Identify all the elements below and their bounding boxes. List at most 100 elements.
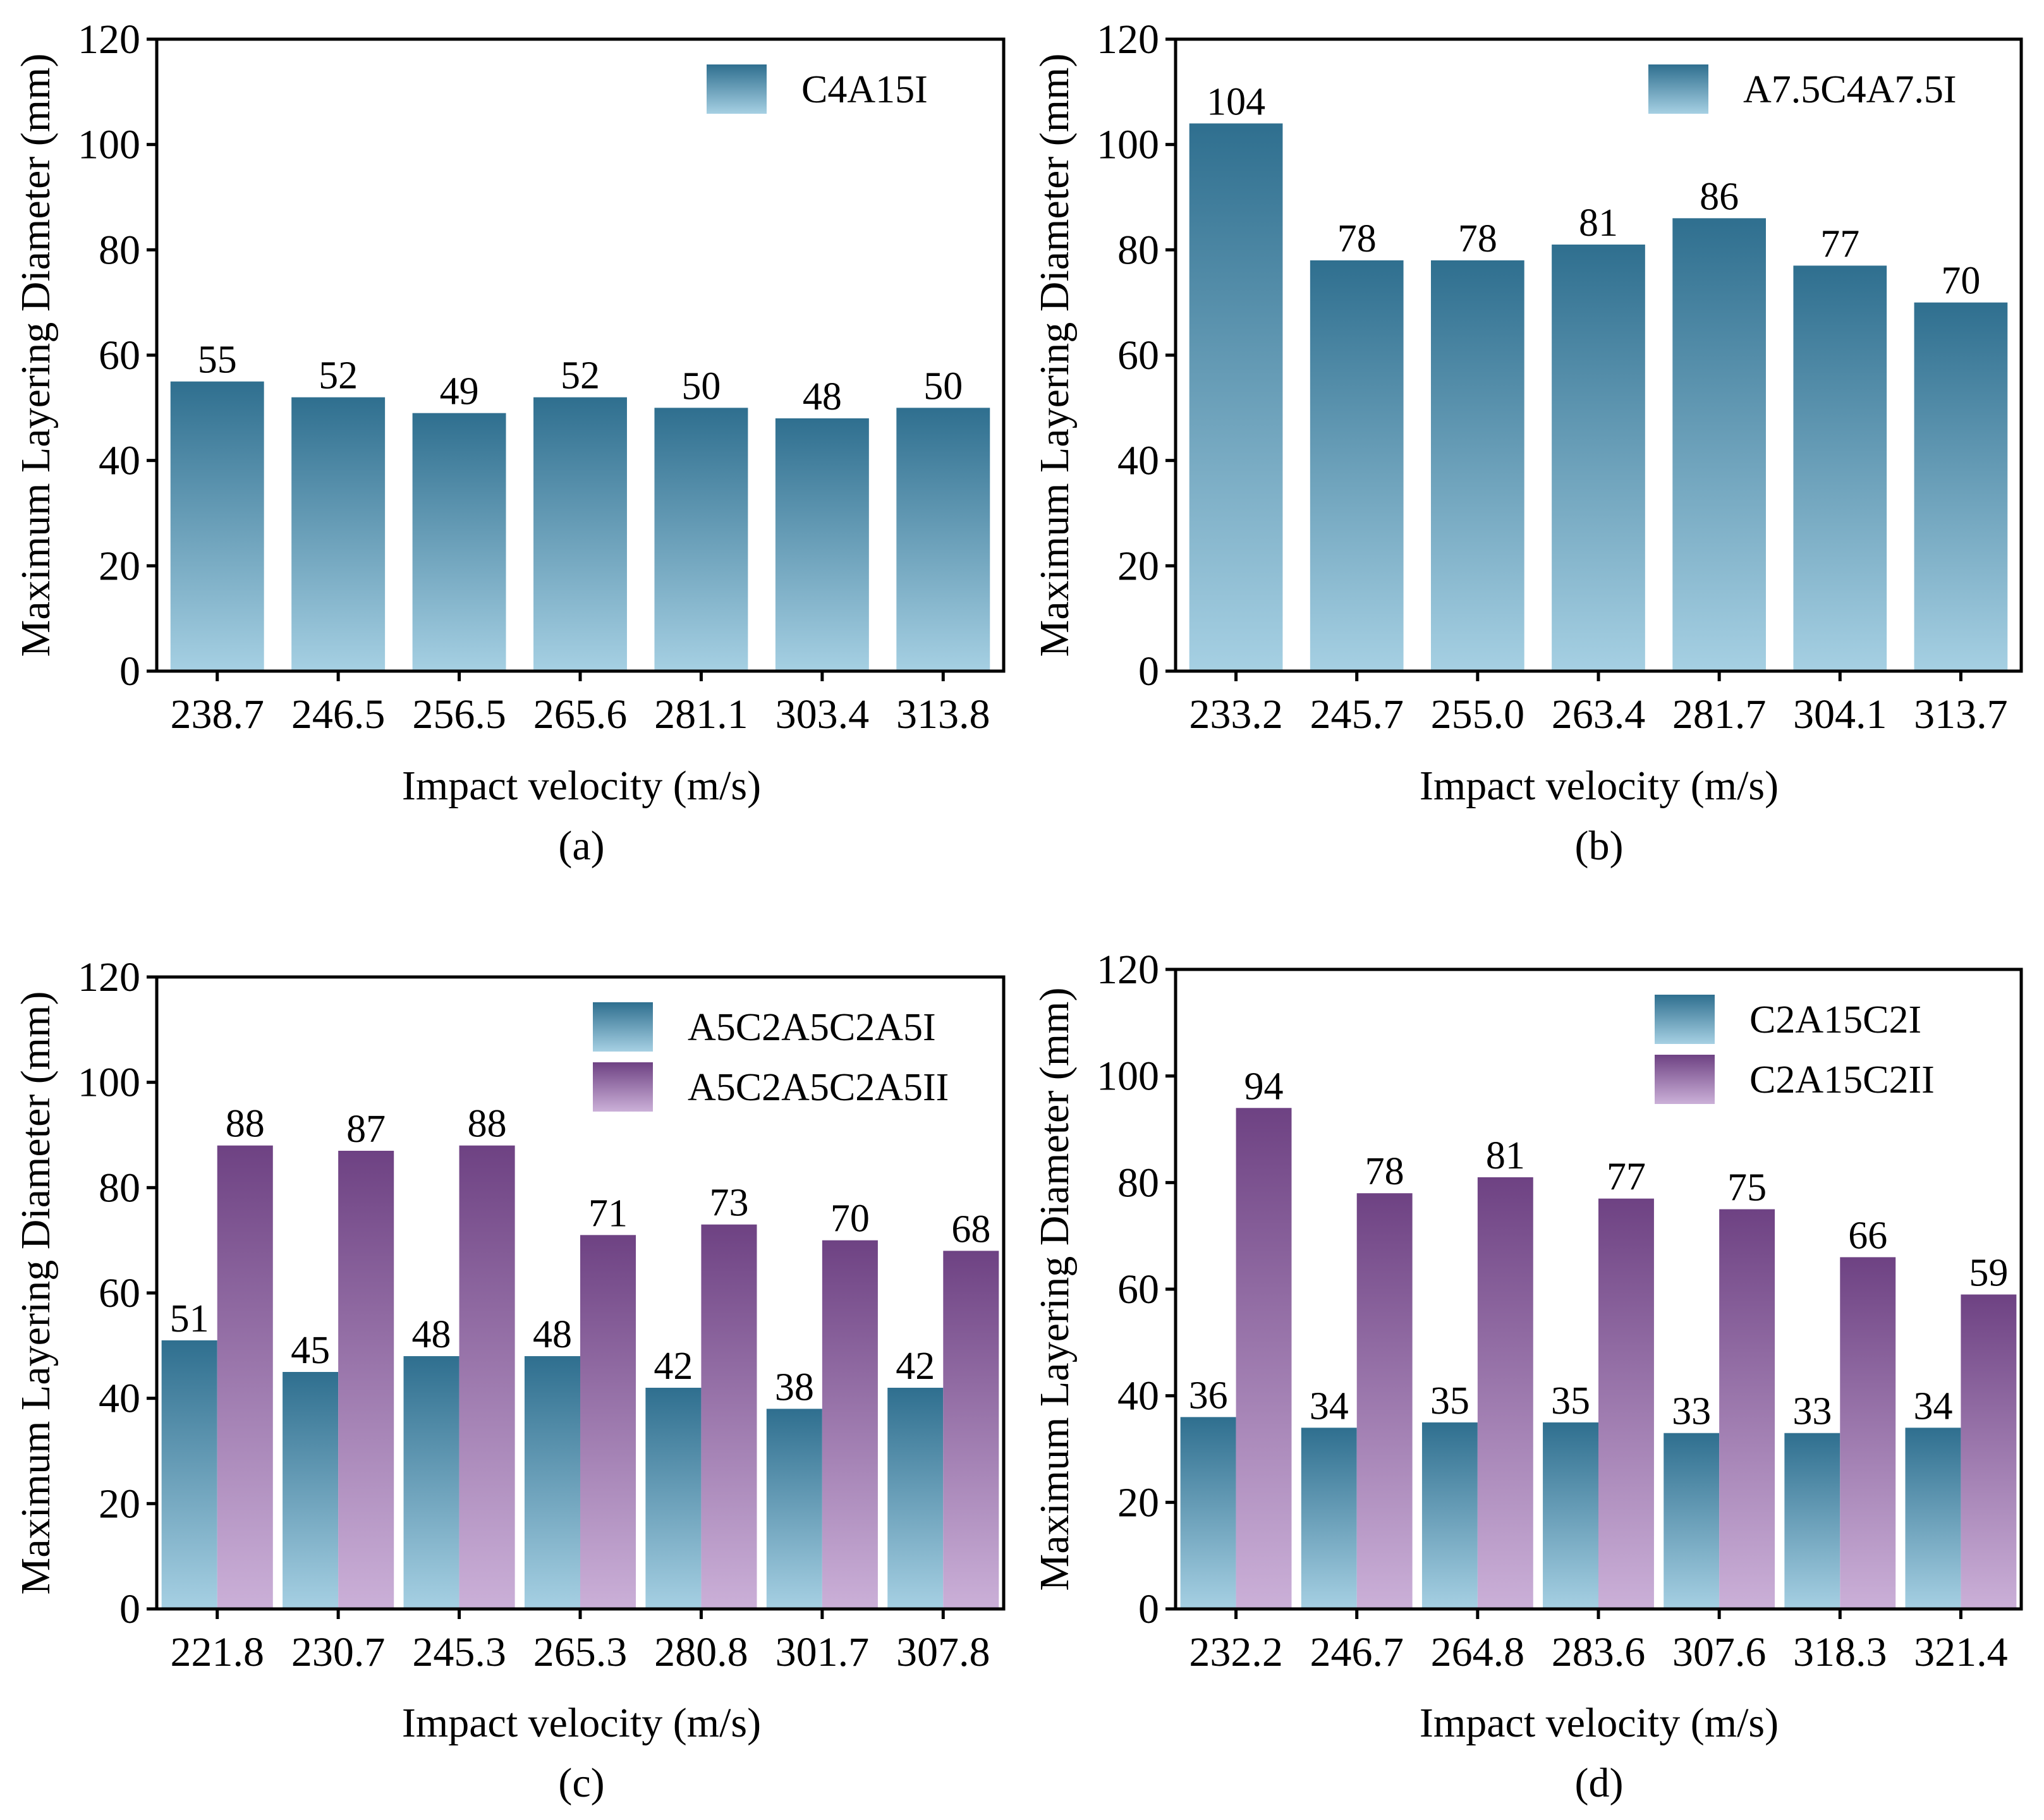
bar	[1793, 265, 1887, 671]
y-axis-title: Maximum Layering Diameter (mm)	[1031, 988, 1078, 1591]
y-tick-label: 40	[99, 438, 140, 484]
bar	[403, 1356, 459, 1609]
bar-value-label: 77	[1607, 1156, 1646, 1199]
bar-value-label: 70	[830, 1198, 870, 1241]
bar	[1543, 1422, 1598, 1609]
bar	[1180, 1417, 1236, 1609]
legend-label: A5C2A5C2A5I	[688, 1006, 936, 1049]
bar-value-label: 87	[346, 1108, 386, 1151]
bar-value-label: 49	[440, 370, 479, 413]
legend-swatch	[707, 64, 767, 114]
bar-value-label: 48	[803, 375, 842, 418]
bar-value-label: 45	[291, 1329, 330, 1372]
x-tick-label: 318.3	[1793, 1629, 1887, 1675]
bar	[524, 1356, 580, 1609]
bar	[533, 397, 627, 671]
y-tick-label: 60	[99, 332, 140, 379]
y-tick-label: 120	[1097, 947, 1159, 993]
bar	[896, 408, 990, 671]
x-axis-title: Impact velocity (m/s)	[402, 1700, 761, 1746]
legend-swatch	[593, 1002, 653, 1052]
x-tick-label: 313.7	[1914, 691, 2008, 737]
y-tick-label: 120	[1097, 16, 1159, 63]
bar-value-label: 55	[198, 339, 237, 382]
x-tick-label: 280.8	[654, 1629, 748, 1675]
bar	[1421, 1422, 1478, 1609]
bar-value-label: 48	[533, 1313, 572, 1356]
y-tick-label: 0	[1138, 648, 1159, 695]
bar	[1236, 1108, 1292, 1609]
bar	[822, 1240, 878, 1609]
x-tick-label: 246.7	[1310, 1629, 1404, 1675]
bar	[1784, 1433, 1840, 1609]
x-tick-label: 230.7	[291, 1629, 386, 1675]
bar	[1905, 1428, 1961, 1609]
y-tick-label: 80	[1117, 1160, 1159, 1206]
panel-label: (c)	[558, 1760, 604, 1806]
y-tick-label: 80	[1117, 227, 1159, 273]
y-tick-label: 60	[1117, 1266, 1159, 1313]
bar-value-label: 81	[1579, 202, 1618, 245]
x-tick-label: 245.3	[412, 1629, 506, 1675]
x-tick-label: 313.8	[896, 691, 990, 737]
bar-value-label: 35	[1551, 1380, 1590, 1423]
bar-value-label: 38	[775, 1366, 814, 1409]
bar	[1430, 260, 1524, 671]
legend-swatch	[1648, 64, 1708, 114]
bar-value-label: 66	[1848, 1214, 1887, 1257]
bar	[1552, 245, 1645, 671]
bar-value-label: 70	[1941, 260, 1980, 303]
bar-value-label: 71	[588, 1192, 628, 1235]
legend-swatch	[1655, 1055, 1715, 1104]
x-tick-label: 307.6	[1672, 1629, 1767, 1675]
bar	[217, 1145, 273, 1609]
bar-value-label: 52	[561, 355, 600, 397]
bar	[943, 1251, 999, 1609]
x-tick-label: 232.2	[1189, 1629, 1283, 1675]
bar-value-label: 34	[1310, 1385, 1349, 1428]
bar-value-label: 68	[951, 1208, 990, 1251]
y-axis-title: Maximum Layering Diameter (mm)	[1031, 54, 1078, 657]
y-tick-label: 20	[1117, 543, 1159, 589]
bar-value-label: 33	[1672, 1390, 1711, 1433]
x-tick-label: 283.6	[1552, 1629, 1646, 1675]
legend-label: A5C2A5C2A5II	[688, 1066, 949, 1109]
bar-value-label: 50	[681, 365, 721, 408]
y-tick-label: 40	[1117, 1373, 1159, 1419]
y-tick-label: 20	[1117, 1479, 1159, 1526]
bar-value-label: 78	[1458, 217, 1497, 260]
bar	[1301, 1428, 1357, 1609]
y-tick-label: 0	[119, 1586, 140, 1632]
y-tick-label: 100	[78, 1060, 140, 1106]
bar-value-label: 81	[1486, 1134, 1525, 1177]
bar	[580, 1235, 636, 1609]
x-axis-title: Impact velocity (m/s)	[1420, 763, 1779, 809]
bar	[1914, 302, 2008, 672]
y-tick-label: 120	[78, 16, 140, 63]
x-tick-label: 255.0	[1431, 691, 1525, 737]
y-tick-label: 120	[78, 954, 140, 1000]
x-tick-label: 263.4	[1552, 691, 1646, 737]
bar-value-label: 94	[1244, 1065, 1284, 1108]
bar	[701, 1224, 757, 1609]
y-tick-label: 100	[1097, 1053, 1159, 1100]
y-tick-label: 80	[99, 227, 140, 273]
x-tick-label: 303.4	[776, 691, 870, 737]
bar-value-label: 35	[1430, 1380, 1469, 1423]
chart-panel-2: 104 78 78 81 86 77 70 0 20 40 60 80 100 120 233.2 245.7…	[1031, 16, 2023, 869]
x-tick-label: 281.1	[654, 691, 748, 737]
bar	[1189, 123, 1283, 672]
bar-value-label: 34	[1913, 1385, 1952, 1428]
x-tick-label: 221.8	[170, 1629, 264, 1675]
y-tick-label: 40	[1117, 438, 1159, 484]
bar-value-label: 50	[923, 365, 963, 408]
x-tick-label: 246.5	[291, 691, 386, 737]
chart-panel-4: 36 34 35 35 33 33 34 94 78 81 77 75 66 59 0 20 40 60 80 100…	[1031, 947, 2023, 1806]
panel-label: (d)	[1575, 1760, 1624, 1806]
x-tick-label: 238.7	[170, 691, 264, 737]
x-tick-label: 264.8	[1431, 1629, 1525, 1675]
x-tick-label: 304.1	[1793, 691, 1887, 737]
x-axis-title: Impact velocity (m/s)	[402, 763, 761, 809]
bar	[283, 1372, 339, 1609]
y-tick-label: 20	[99, 543, 140, 589]
